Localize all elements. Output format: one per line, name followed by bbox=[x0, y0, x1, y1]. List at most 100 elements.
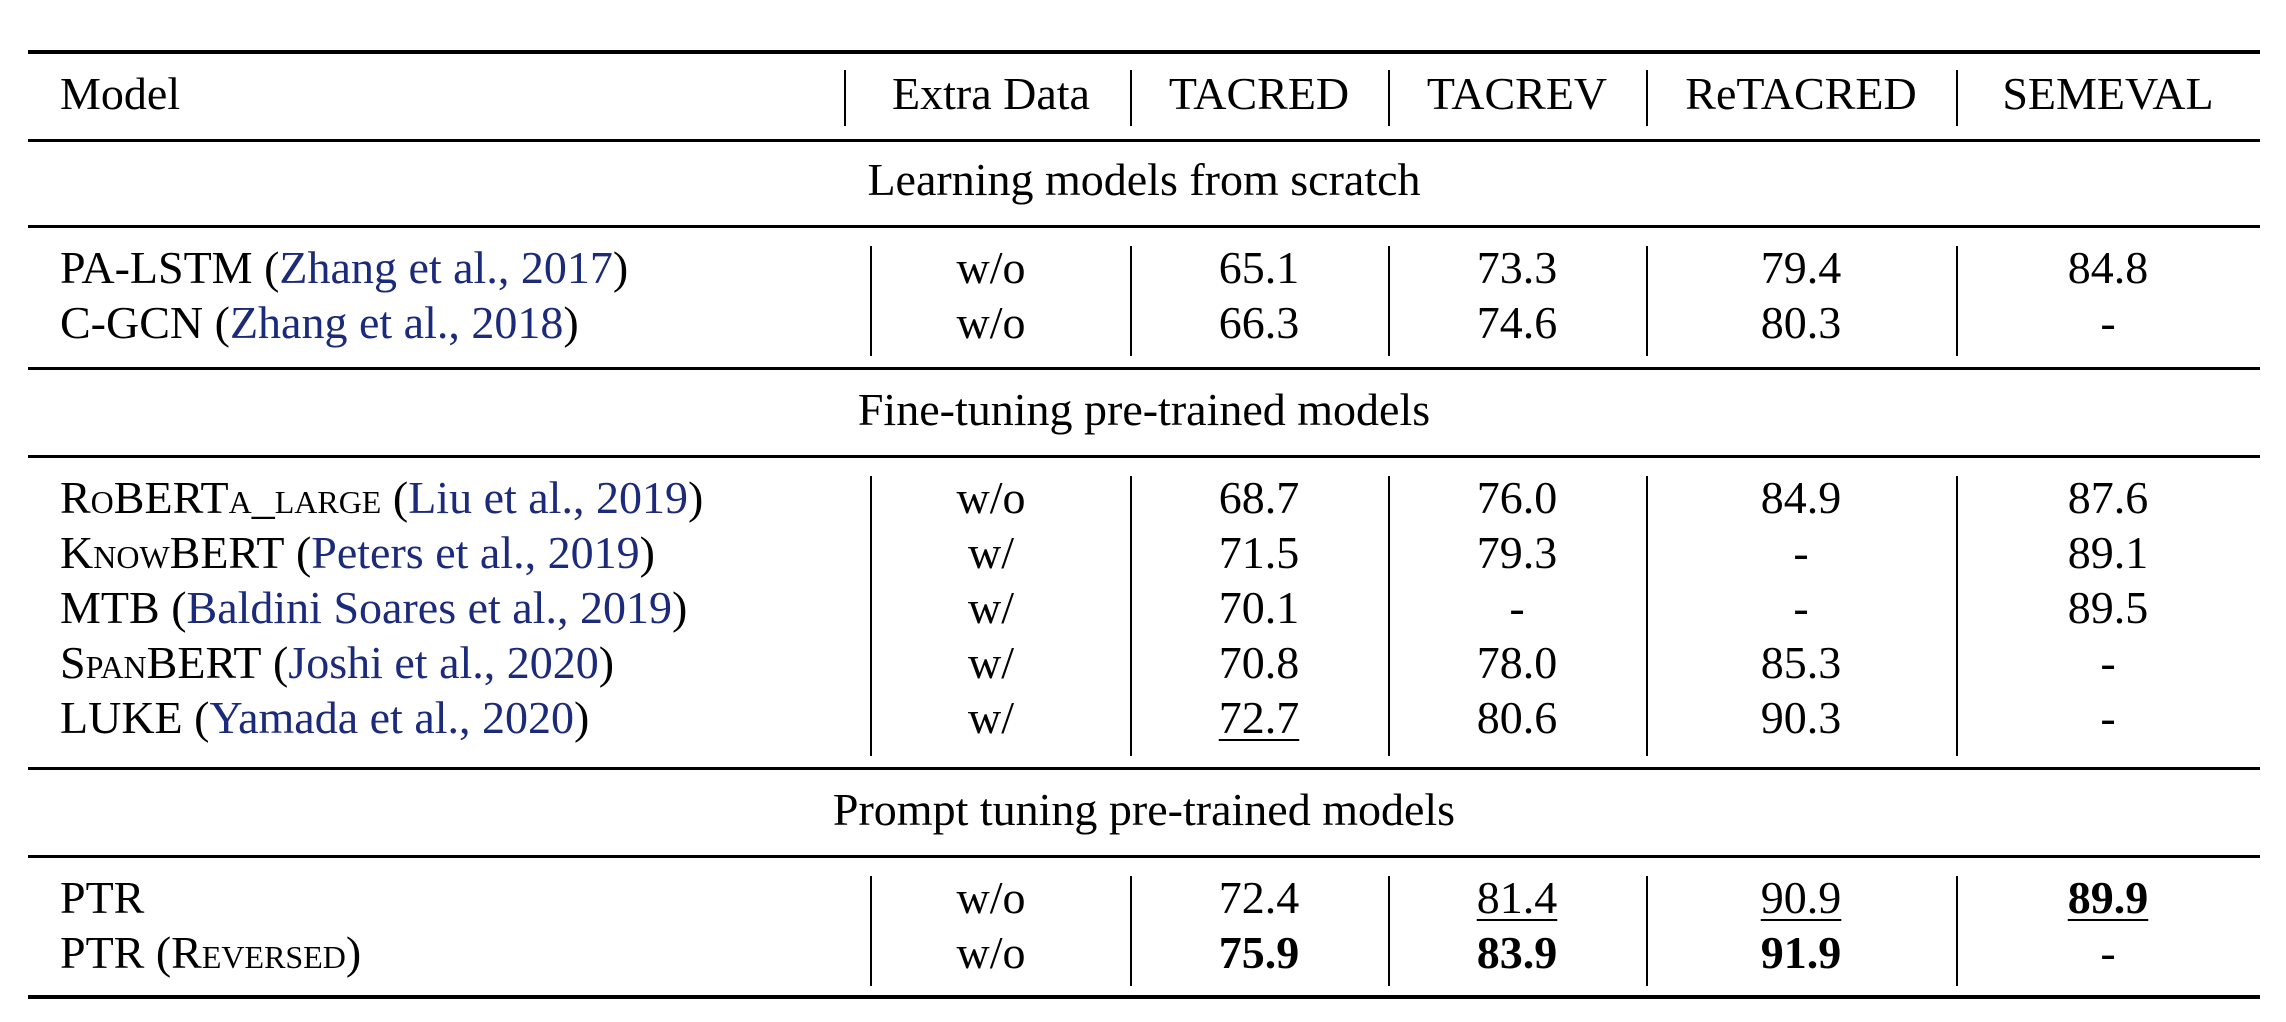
column-divider bbox=[1388, 246, 1390, 356]
header-divider bbox=[1956, 70, 1958, 126]
model-name: MTB bbox=[60, 582, 160, 633]
extra-data-cell: w/o bbox=[956, 927, 1026, 978]
second-best-value: 90.9 bbox=[1760, 872, 1842, 923]
semeval-cell: - bbox=[2100, 927, 2116, 978]
column-divider bbox=[1130, 246, 1132, 356]
header-tacred: TACRED bbox=[1168, 68, 1350, 119]
header-tacrev: TACREV bbox=[1426, 68, 1608, 119]
column-divider bbox=[1956, 476, 1958, 756]
table-row: PTR w/o 72.4 81.4 90.9 89.9 bbox=[28, 870, 2260, 926]
tacred-cell: 72.7 bbox=[1130, 690, 1388, 746]
table-row: SpanBERT (Joshi et al., 2020) w/ 70.8 78… bbox=[28, 635, 2260, 691]
retacred-cell: 90.3 bbox=[1760, 692, 1842, 743]
section-title-prompt-tuning: Prompt tuning pre-trained models bbox=[832, 784, 1456, 835]
extra-data-cell: w/o bbox=[956, 242, 1026, 293]
section-rule bbox=[28, 767, 2260, 770]
model-name: PA-LSTM bbox=[60, 242, 253, 293]
column-divider bbox=[1956, 246, 1958, 356]
extra-data-cell: w/o bbox=[956, 472, 1026, 523]
column-divider bbox=[1388, 876, 1390, 986]
extra-data-cell: w/ bbox=[968, 637, 1014, 688]
tacred-cell: 65.1 bbox=[1218, 242, 1300, 293]
tacred-cell: 71.5 bbox=[1218, 527, 1300, 578]
tacred-cell: 75.9 bbox=[1130, 925, 1388, 981]
column-divider bbox=[870, 876, 872, 986]
citation-link[interactable]: Peters et al., 2019 bbox=[311, 527, 640, 578]
retacred-cell: 91.9 bbox=[1646, 925, 1956, 981]
section-title-finetuning: Fine-tuning pre-trained models bbox=[857, 384, 1431, 435]
second-best-value: 81.4 bbox=[1476, 872, 1558, 923]
retacred-cell: 90.9 bbox=[1646, 870, 1956, 926]
column-divider bbox=[1956, 876, 1958, 986]
tacrev-cell: 78.0 bbox=[1476, 637, 1558, 688]
model-cell: PA-LSTM (Zhang et al., 2017) bbox=[60, 242, 629, 293]
best-value: 83.9 bbox=[1476, 927, 1558, 978]
tacrev-cell: 80.6 bbox=[1476, 692, 1558, 743]
model-name: LUKE bbox=[60, 692, 183, 743]
semeval-cell: - bbox=[2100, 692, 2116, 743]
model-cell: PTR bbox=[60, 870, 144, 926]
table-row: PTR (Reversed) w/o 75.9 83.9 91.9 - bbox=[28, 925, 2260, 981]
citation-link[interactable]: Zhang et al., 2018 bbox=[229, 297, 564, 348]
semeval-cell: - bbox=[2100, 637, 2116, 688]
header-divider bbox=[844, 70, 846, 126]
table-row: MTB (Baldini Soares et al., 2019) w/ 70.… bbox=[28, 580, 2260, 636]
model-cell: RoBERTa_large (Liu et al., 2019) bbox=[60, 472, 704, 523]
model-cell: KnowBERT (Peters et al., 2019) bbox=[60, 527, 655, 578]
citation-link[interactable]: Baldini Soares et al., 2019 bbox=[186, 582, 672, 633]
section-rule bbox=[28, 855, 2260, 858]
tacrev-cell: 79.3 bbox=[1476, 527, 1558, 578]
semeval-cell: 84.8 bbox=[2067, 242, 2149, 293]
section-rule bbox=[28, 455, 2260, 458]
column-divider bbox=[1646, 246, 1648, 356]
extra-data-cell: w/ bbox=[968, 527, 1014, 578]
extra-data-cell: w/o bbox=[956, 872, 1026, 923]
model-cell: PTR (Reversed) bbox=[60, 927, 362, 978]
retacred-cell: - bbox=[1793, 527, 1809, 578]
semeval-cell: 89.9 bbox=[1956, 870, 2260, 926]
header-divider bbox=[1388, 70, 1390, 126]
citation-link[interactable]: Liu et al., 2019 bbox=[408, 472, 688, 523]
model-cell: C-GCN (Zhang et al., 2018) bbox=[60, 297, 579, 348]
header-model: Model bbox=[60, 68, 181, 119]
tacred-cell: 66.3 bbox=[1218, 297, 1300, 348]
table-row: C-GCN (Zhang et al., 2018) w/o 66.3 74.6… bbox=[28, 295, 2260, 351]
model-name: PTR bbox=[60, 872, 145, 923]
semeval-cell: 89.5 bbox=[2067, 582, 2149, 633]
retacred-cell: 84.9 bbox=[1760, 472, 1842, 523]
extra-data-cell: w/ bbox=[968, 692, 1014, 743]
tacrev-cell: - bbox=[1509, 582, 1525, 633]
model-cell: SpanBERT (Joshi et al., 2020) bbox=[60, 637, 615, 688]
model-name: KnowBERT bbox=[60, 527, 285, 578]
tacrev-cell: 73.3 bbox=[1476, 242, 1558, 293]
tacred-cell: 72.4 bbox=[1218, 872, 1300, 923]
tacred-cell: 70.1 bbox=[1218, 582, 1300, 633]
header-retacred: ReTACRED bbox=[1685, 68, 1917, 119]
tacred-cell: 70.8 bbox=[1218, 637, 1300, 688]
column-divider bbox=[870, 246, 872, 356]
semeval-cell: - bbox=[2100, 297, 2116, 348]
column-divider bbox=[1646, 476, 1648, 756]
citation-link[interactable]: Yamada et al., 2020 bbox=[209, 692, 575, 743]
model-name: RoBERTa_large bbox=[60, 472, 382, 523]
extra-data-cell: w/o bbox=[956, 297, 1026, 348]
citation-link[interactable]: Joshi et al., 2020 bbox=[288, 637, 599, 688]
best-value: 75.9 bbox=[1218, 927, 1300, 978]
model-cell: MTB (Baldini Soares et al., 2019) bbox=[60, 582, 688, 633]
section-title-scratch: Learning models from scratch bbox=[867, 154, 1421, 205]
section-rule bbox=[28, 225, 2260, 228]
model-name: C-GCN bbox=[60, 297, 204, 348]
retacred-cell: 79.4 bbox=[1760, 242, 1842, 293]
column-divider bbox=[1130, 476, 1132, 756]
citation-link[interactable]: Zhang et al., 2017 bbox=[279, 242, 613, 293]
semeval-cell: 87.6 bbox=[2067, 472, 2149, 523]
column-divider bbox=[870, 476, 872, 756]
model-name: SpanBERT bbox=[60, 637, 262, 688]
best-value: 91.9 bbox=[1760, 927, 1842, 978]
section-rule bbox=[28, 367, 2260, 370]
table-row: PA-LSTM (Zhang et al., 2017) w/o 65.1 73… bbox=[28, 240, 2260, 296]
second-best-value: 72.7 bbox=[1218, 692, 1300, 743]
table-row: KnowBERT (Peters et al., 2019) w/ 71.5 7… bbox=[28, 525, 2260, 581]
tacrev-cell: 83.9 bbox=[1388, 925, 1646, 981]
top-rule bbox=[28, 50, 2260, 54]
